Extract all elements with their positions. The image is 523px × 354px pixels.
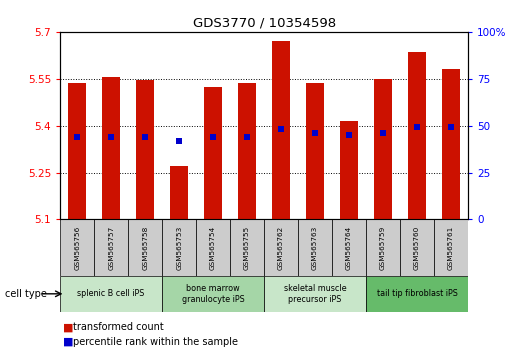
Bar (366, 219, 400, 276)
Bar (170, 166, 188, 219)
Text: percentile rank within the sample: percentile rank within the sample (73, 337, 238, 347)
Title: GDS3770 / 10354598: GDS3770 / 10354598 (192, 16, 336, 29)
Bar (264, 219, 298, 276)
Bar (204, 87, 222, 219)
Bar (162, 276, 264, 312)
Text: tail tip fibroblast iPS: tail tip fibroblast iPS (377, 289, 458, 298)
Bar (162, 219, 196, 276)
Text: skeletal muscle
precursor iPS: skeletal muscle precursor iPS (284, 284, 346, 304)
Bar (68, 84, 86, 219)
Text: GSM565762: GSM565762 (278, 226, 284, 270)
Text: ■: ■ (63, 322, 73, 332)
Text: transformed count: transformed count (73, 322, 164, 332)
Bar (340, 121, 358, 219)
Text: ■: ■ (63, 337, 73, 347)
Bar (408, 52, 426, 219)
Bar (298, 219, 332, 276)
Bar (230, 219, 264, 276)
Bar (94, 219, 128, 276)
Bar (306, 84, 324, 219)
Bar (366, 276, 468, 312)
Text: GSM565759: GSM565759 (380, 226, 386, 270)
Bar (196, 219, 230, 276)
Text: GSM565764: GSM565764 (346, 226, 352, 270)
Bar (264, 276, 366, 312)
Bar (374, 79, 392, 219)
Bar (136, 80, 154, 219)
Text: splenic B cell iPS: splenic B cell iPS (77, 289, 145, 298)
Bar (60, 276, 162, 312)
Text: bone marrow
granulocyte iPS: bone marrow granulocyte iPS (182, 284, 244, 304)
Bar (400, 219, 434, 276)
Bar (60, 219, 94, 276)
Text: GSM565753: GSM565753 (176, 226, 182, 270)
Bar (332, 219, 366, 276)
Text: GSM565755: GSM565755 (244, 226, 250, 270)
Text: GSM565760: GSM565760 (414, 226, 420, 270)
Text: cell type: cell type (5, 289, 47, 299)
Text: GSM565758: GSM565758 (142, 226, 148, 270)
Text: GSM565754: GSM565754 (210, 226, 216, 270)
Bar (238, 82, 256, 219)
Bar (272, 41, 290, 219)
Text: GSM565756: GSM565756 (74, 226, 80, 270)
Text: GSM565757: GSM565757 (108, 226, 114, 270)
Bar (434, 219, 468, 276)
Bar (442, 69, 460, 219)
Text: GSM565761: GSM565761 (448, 226, 454, 270)
Text: GSM565763: GSM565763 (312, 226, 318, 270)
Bar (128, 219, 162, 276)
Bar (102, 77, 120, 219)
